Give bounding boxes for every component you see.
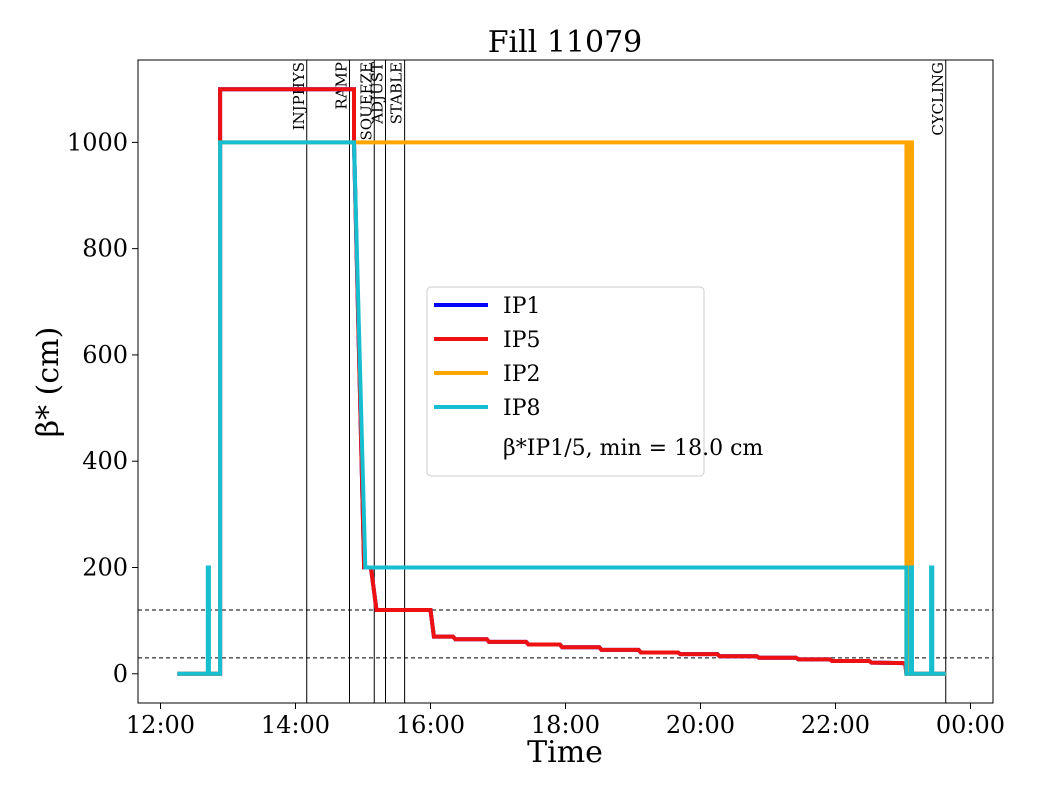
legend-label: IP1 [503,294,541,319]
phase-label: RAMP [333,62,351,110]
x-tick-label: 18:00 [531,711,600,739]
reference-lines [138,609,993,659]
y-tick-label: 200 [82,553,128,581]
legend-label: IP2 [503,362,541,387]
phase-label: CYCLING [929,62,947,136]
x-axis: 12:00 14:00 16:00 18:00 20:00 22:00 00:00 [126,703,1005,739]
y-tick-label: 1000 [67,128,128,156]
series-lines [177,87,946,676]
x-tick-label: 22:00 [801,711,870,739]
y-tick-label: 0 [113,660,128,688]
y-axis: 0 200 400 600 800 1000 [67,128,138,688]
legend-label: IP5 [503,328,541,353]
y-tick-label: 800 [82,235,128,263]
phase-label: ADJUST [369,62,387,125]
phase-label: STABLE [388,62,406,124]
series-line-ip8 [177,140,946,676]
series-line-ip5 [177,87,946,676]
legend-box [426,286,705,477]
legend: IP1 IP5 IP2 IP8 β*IP1/5, min = 18.0 cm [426,286,763,477]
phase-label: SQUEEZE [357,62,375,141]
x-tick-label: 14:00 [261,711,330,739]
x-tick-label: 12:00 [126,711,195,739]
legend-note: β*IP1/5, min = 18.0 cm [503,436,763,461]
y-axis-label: β* (cm) [31,327,66,438]
x-axis-label: Time [527,735,603,770]
y-tick-label: 400 [82,447,128,475]
x-tick-label: 16:00 [396,711,465,739]
y-tick-label: 600 [82,341,128,369]
legend-label: IP8 [503,396,541,421]
x-tick-label: 20:00 [666,711,735,739]
x-tick-label: 00:00 [936,711,1005,739]
chart-title: Fill 11079 [488,25,643,60]
phase-label: INJPHYS [290,62,308,130]
